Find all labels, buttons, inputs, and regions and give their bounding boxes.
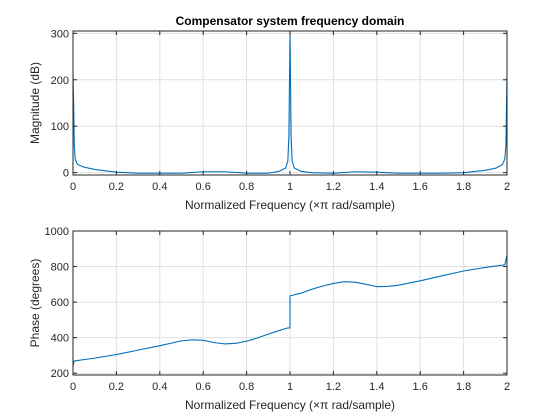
magnitude-series bbox=[73, 30, 507, 174]
magnitude-y-tick-label: 300 bbox=[51, 28, 69, 40]
phase-x-tick-label: 1.4 bbox=[369, 381, 384, 393]
magnitude-y-tick-label: 0 bbox=[63, 168, 69, 180]
magnitude-x-tick-label: 0.6 bbox=[196, 181, 211, 193]
phase-x-tick-label: 0.4 bbox=[152, 381, 167, 393]
phase-x-tick-label: 0.6 bbox=[196, 381, 211, 393]
magnitude-y-tick-label: 100 bbox=[51, 121, 69, 133]
phase-series bbox=[73, 254, 507, 367]
magnitude-x-tick-label: 1.2 bbox=[326, 181, 341, 193]
phase-x-tick-label: 2 bbox=[504, 381, 510, 393]
phase-y-tick-label: 800 bbox=[51, 262, 69, 274]
phase-y-tick-label: 400 bbox=[51, 333, 69, 345]
phase-x-tick-label: 1.8 bbox=[456, 381, 471, 393]
magnitude-y-axis-label: Magnitude (dB) bbox=[28, 62, 42, 144]
magnitude-x-tick-label: 0.4 bbox=[152, 181, 167, 193]
magnitude-x-tick-label: 0.2 bbox=[109, 181, 124, 193]
phase-y-tick-label: 200 bbox=[51, 368, 69, 380]
magnitude-x-tick-label: 1 bbox=[287, 181, 293, 193]
phase-y-tick-label: 600 bbox=[51, 297, 69, 309]
phase-x-tick-label: 1.2 bbox=[326, 381, 341, 393]
phase-x-tick-label: 0 bbox=[70, 381, 76, 393]
phase-y-axis-label: Phase (degrees) bbox=[28, 259, 42, 348]
chart-title: Compensator system frequency domain bbox=[176, 14, 405, 28]
phase-ticks: 0 0.2 0.4 0.6 0.8 1 1.2 1.4 1.6 1.8 2 200 400 600 800 1… bbox=[45, 226, 511, 393]
magnitude-x-tick-label: 1.4 bbox=[369, 181, 384, 193]
magnitude-plot: 0 0.2 0.4 0.6 0.8 1 1.2 1.4 1.6 1.8 2 0 100 200 300 Co… bbox=[28, 14, 510, 212]
phase-series-line bbox=[73, 254, 507, 367]
phase-x-tick-label: 0.2 bbox=[109, 381, 124, 393]
phase-y-tick-label: 1000 bbox=[45, 226, 69, 238]
magnitude-ticks: 0 0.2 0.4 0.6 0.8 1 1.2 1.4 1.6 1.8 2 0 100 200 300 bbox=[51, 28, 510, 193]
magnitude-x-tick-label: 1.6 bbox=[413, 181, 428, 193]
phase-x-tick-label: 1 bbox=[287, 381, 293, 393]
phase-x-tick-label: 0.8 bbox=[239, 381, 254, 393]
magnitude-y-tick-label: 200 bbox=[51, 75, 69, 87]
magnitude-x-axis-label: Normalized Frequency (×π rad/sample) bbox=[185, 198, 395, 212]
magnitude-x-tick-label: 0 bbox=[70, 181, 76, 193]
phase-plot: 0 0.2 0.4 0.6 0.8 1 1.2 1.4 1.6 1.8 2 200 400 600 800 1… bbox=[28, 226, 510, 412]
magnitude-series-line bbox=[73, 30, 507, 174]
phase-x-tick-label: 1.6 bbox=[413, 381, 428, 393]
magnitude-x-tick-label: 1.8 bbox=[456, 181, 471, 193]
magnitude-x-tick-label: 0.8 bbox=[239, 181, 254, 193]
phase-x-axis-label: Normalized Frequency (×π rad/sample) bbox=[185, 398, 395, 412]
magnitude-x-tick-label: 2 bbox=[504, 181, 510, 193]
